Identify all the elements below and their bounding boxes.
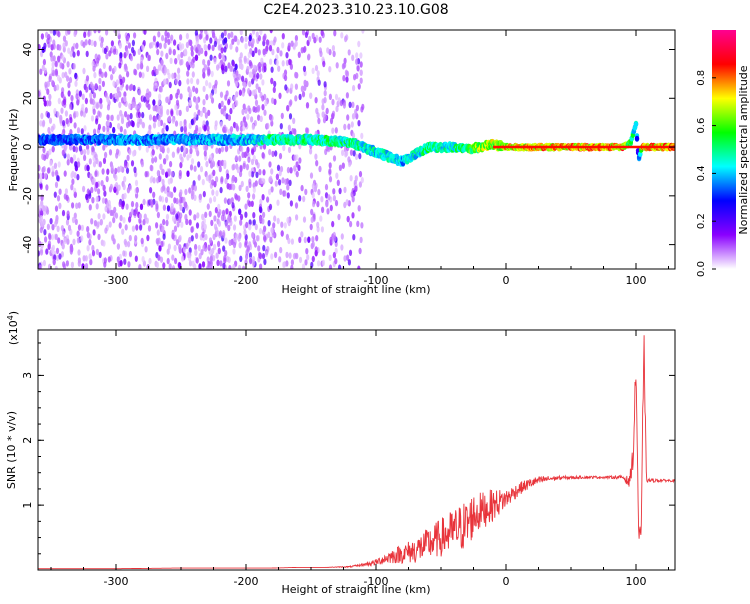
spectrogram-x-tick-label: -100 [364,274,389,287]
spectrogram-x-tick-label: -200 [234,274,259,287]
colorbar: 0.0 0.2 0.4 0.6 0.8 Normalized spectral ampl… [696,30,750,277]
colorbar-tick-label: 0.4 [696,165,707,181]
spectrogram-y-tick-label: 40 [21,43,34,57]
snr-frame [37,329,676,571]
snr-y-tick-label: 3 [21,372,34,379]
spectrogram-y-tick-label: -20 [21,187,34,205]
colorbar-tick-label: 0.0 [696,261,707,277]
colorbar-tick-label: 0.6 [696,118,707,134]
snr-panel: -300 -200 -100 0 100 1 2 3 Height of straight … [5,311,676,596]
spectrogram-y-tick-label: 0 [21,144,34,151]
figure-title: C2E4.2023.310.23.10.G08 [263,2,448,18]
snr-y-tick-label: 1 [21,502,34,509]
spectrogram-cells [38,30,675,269]
colorbar-gradient [712,30,736,269]
spectrogram-y-tick-label: -40 [21,236,34,254]
spectrogram-x-tick-label: -300 [104,274,129,287]
spectrogram-heatmap [38,30,675,269]
colorbar-tick-label: 0.2 [696,213,707,229]
snr-y-tick-label: 2 [21,437,34,444]
snr-line-group [38,335,675,570]
snr-y-label: SNR (10 * v/v) [5,411,18,489]
spectrogram-y-label: Frequency (Hz) [7,109,20,192]
snr-line [38,335,675,570]
snr-x-label: Height of straight line (km) [281,583,430,596]
snr-x-tick-label: 100 [626,575,647,588]
colorbar-label: Normalized spectral amplitude [737,65,750,234]
spectrogram-x-ticks: -300 -200 -100 0 100 [50,30,669,287]
snr-y-ticks: 1 2 3 [21,342,675,555]
snr-x-tick-label: -200 [234,575,259,588]
spectrogram-frame [37,29,676,270]
snr-x-tick-label: 0 [503,575,510,588]
snr-y-scale: (x104) [6,311,21,345]
spectrogram-y-ticks: -40 -20 0 20 40 [21,43,675,254]
snr-x-tick-label: -100 [364,575,389,588]
spectrogram-x-tick-label: 0 [503,274,510,287]
spectrogram-y-tick-label: 20 [21,91,34,105]
snr-x-tick-label: -300 [104,575,129,588]
snr-x-ticks: -300 -200 -100 0 100 [50,330,669,588]
spectrogram-x-tick-label: 100 [626,274,647,287]
spectrogram-x-label: Height of straight line (km) [281,283,430,296]
colorbar-tick-label: 0.8 [696,70,707,86]
colorbar-ticks: 0.0 0.2 0.4 0.6 0.8 [696,70,716,277]
